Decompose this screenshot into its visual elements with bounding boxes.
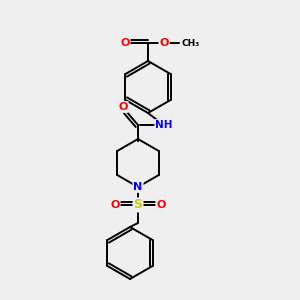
Text: NH: NH bbox=[155, 120, 173, 130]
Text: S: S bbox=[134, 199, 142, 212]
Text: O: O bbox=[156, 200, 166, 210]
Text: O: O bbox=[159, 38, 169, 48]
Text: O: O bbox=[120, 38, 130, 48]
Text: O: O bbox=[110, 200, 120, 210]
Text: O: O bbox=[118, 102, 128, 112]
Text: N: N bbox=[134, 182, 142, 192]
Text: CH₃: CH₃ bbox=[182, 38, 200, 47]
